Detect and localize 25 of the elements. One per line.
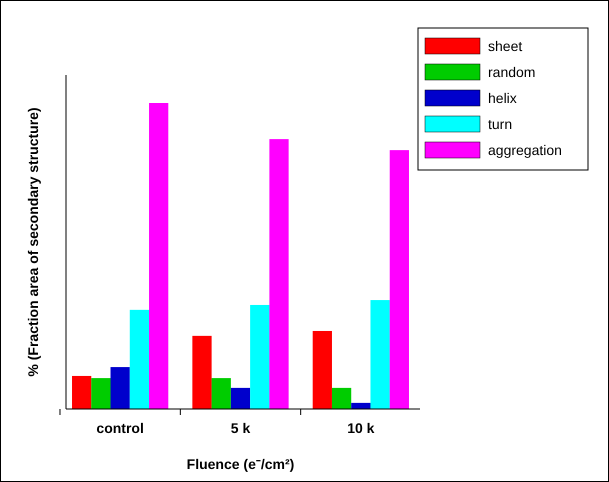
x-tick-label: 5 k [230,420,250,436]
legend-label: aggregation [488,142,562,158]
bar [370,300,390,409]
x-axis-title: Fluence (e⁻/cm²) [186,456,294,472]
bar [91,378,111,409]
bar [230,388,250,409]
bar [72,376,92,409]
bar [351,402,370,409]
y-axis-title: % (Fraction area of secondary structure) [25,107,41,377]
legend-label: helix [488,90,517,106]
bar [192,336,212,409]
bar [312,330,332,409]
bar [332,388,352,409]
x-tick-label: control [96,420,144,436]
bar [110,367,130,409]
legend-label: random [488,64,536,80]
bar [212,378,231,409]
bar [149,103,168,409]
bar [130,310,150,409]
bar [250,304,270,409]
bar [269,139,289,409]
x-tick-label: 10 k [347,420,375,436]
legend-label: sheet [488,38,522,54]
legend-label: turn [488,116,512,132]
bar [390,150,409,409]
